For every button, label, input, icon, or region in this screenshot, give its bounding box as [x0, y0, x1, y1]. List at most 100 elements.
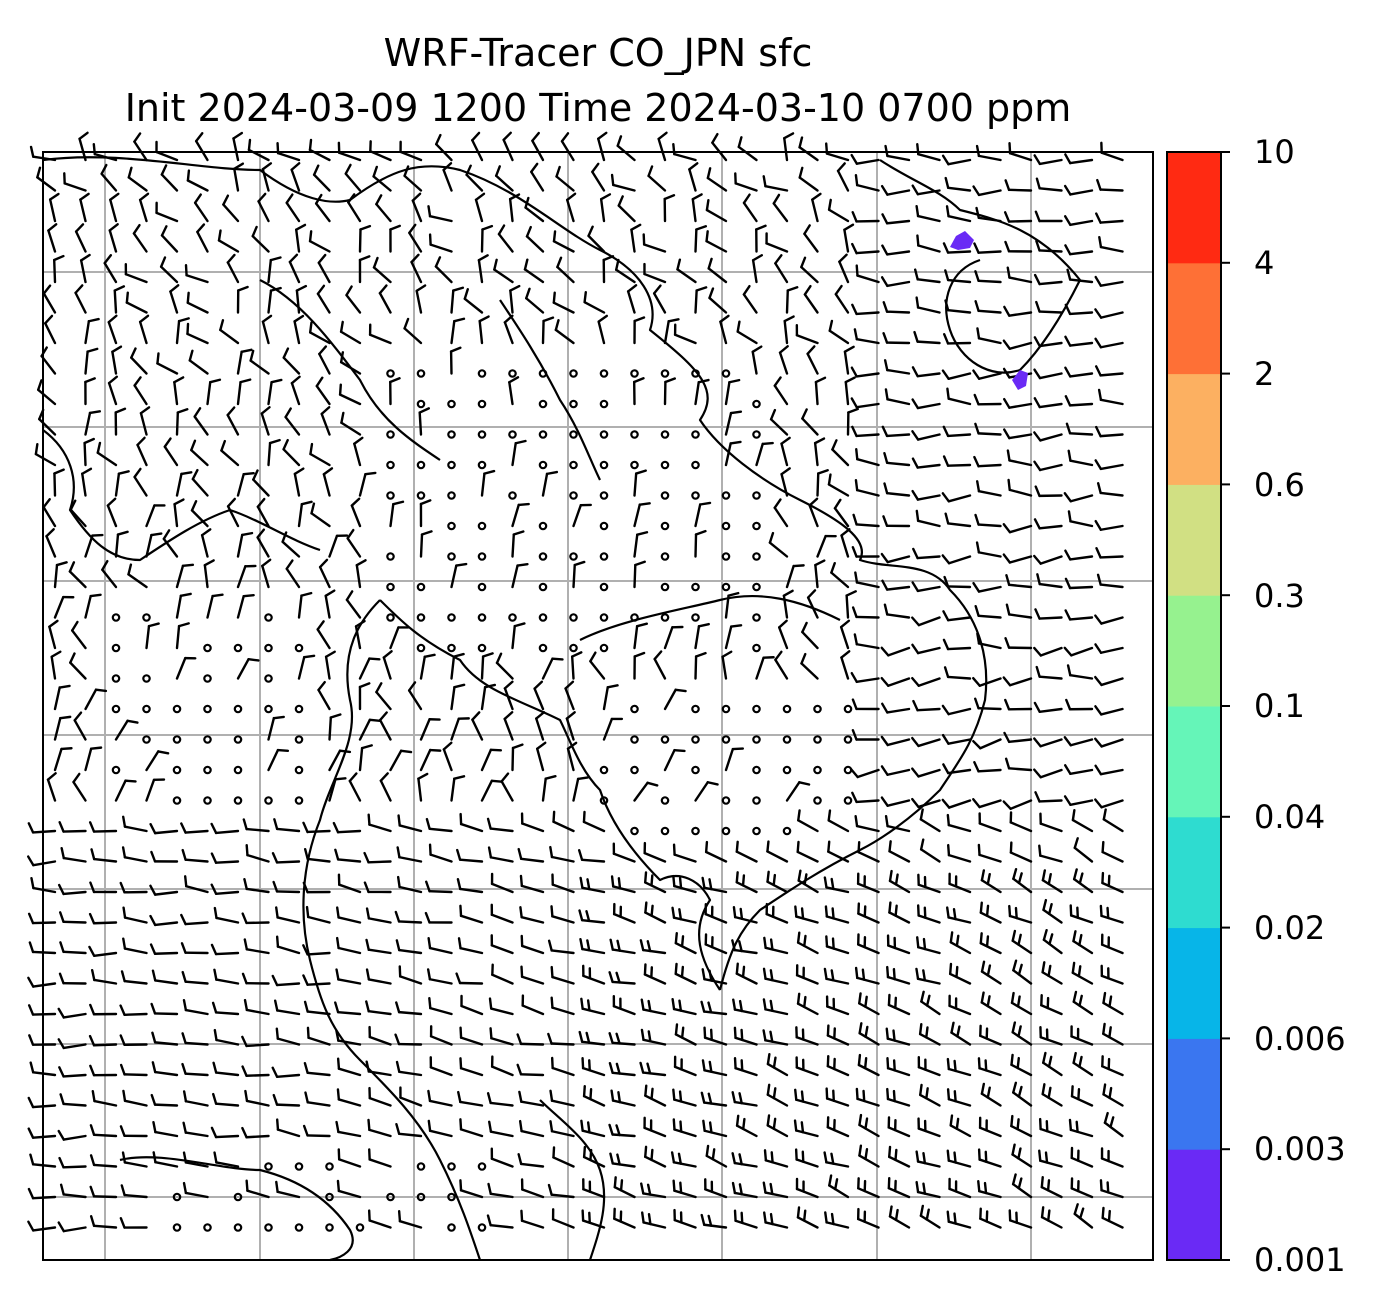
wind-barb-flag	[576, 776, 590, 781]
wind-barb-flag	[456, 878, 462, 891]
wind-barb-shaft	[184, 829, 209, 834]
wind-barb-shaft	[800, 265, 819, 284]
wind-barb-shaft	[978, 1067, 1002, 1077]
wind-barb-shaft	[114, 472, 121, 497]
wind-barb-flag	[434, 256, 442, 268]
wind-barb-flag	[520, 1209, 524, 1222]
wind-barb-flag	[585, 910, 591, 923]
calm-marker	[538, 613, 548, 622]
wind-barb-flag	[1017, 933, 1022, 946]
wind-barb-shaft	[536, 747, 545, 772]
wind-barb-shaft	[306, 1101, 331, 1107]
wind-barb-flag	[653, 650, 663, 661]
wind-barb-flag	[1094, 643, 1103, 654]
wind-barb-flag	[913, 268, 919, 281]
colorbar-segment	[1167, 373, 1221, 485]
calm-marker	[477, 1223, 487, 1232]
wind-barb-flag	[109, 192, 120, 201]
wind-barb-shaft	[267, 258, 273, 284]
wind-barb-shaft	[734, 1066, 758, 1077]
wind-barb-shaft	[459, 947, 484, 955]
wind-barb-shaft	[1099, 524, 1124, 531]
wind-barb-flag	[578, 909, 584, 922]
calm-marker	[721, 491, 731, 500]
wind-barb-flag	[678, 999, 683, 1012]
calm-marker	[691, 735, 700, 744]
wind-barb-flag	[644, 871, 648, 884]
wind-barb-shaft	[977, 768, 1002, 773]
calm-marker	[325, 1223, 334, 1232]
wind-barb-shaft	[798, 176, 819, 192]
wind-barb-flag	[610, 1089, 615, 1102]
wind-barb-shaft	[556, 265, 575, 284]
wind-barb-flag	[114, 407, 127, 414]
wind-barb-shaft	[450, 777, 456, 802]
wind-barb-shaft	[459, 1100, 484, 1107]
wind-barb-shaft	[53, 472, 57, 497]
wind-barb-flag	[977, 1148, 981, 1161]
wind-barb-shaft	[676, 268, 697, 284]
calm-marker	[752, 735, 761, 744]
wind-barb-flag	[851, 606, 858, 619]
wind-barb-flag	[288, 253, 299, 264]
wind-barb-flag	[177, 622, 190, 628]
calm-marker	[813, 735, 822, 744]
wind-barb-shaft	[673, 1065, 697, 1077]
wind-barb-shaft	[855, 337, 880, 345]
wind-barb-shaft	[46, 778, 57, 802]
wind-barb-shaft	[551, 915, 575, 924]
wind-barb-shaft	[886, 154, 911, 162]
wind-barb-flag	[394, 1033, 401, 1046]
wind-barb-flag	[830, 877, 835, 891]
wind-barb-flag	[1078, 1055, 1083, 1068]
wind-barb-flag	[490, 779, 503, 783]
wind-barb-shaft	[1073, 1212, 1094, 1229]
wind-barb-shaft	[306, 951, 331, 956]
wind-barb-shaft	[644, 1094, 667, 1107]
wind-barb-flag	[181, 1062, 187, 1075]
wind-barb-shaft	[337, 916, 362, 924]
wind-barb-shaft	[74, 291, 87, 314]
wind-barb-flag	[778, 619, 788, 629]
wind-barb-shaft	[339, 330, 362, 345]
wind-barb-flag	[1099, 1179, 1103, 1192]
wind-barb-shaft	[886, 707, 911, 714]
chart-subtitle: Init 2024-03-09 1200 Time 2024-03-10 070…	[124, 86, 1072, 130]
wind-barb-flag	[1041, 961, 1046, 974]
wind-barb-shaft	[184, 1191, 209, 1199]
wind-barb-flag	[156, 352, 160, 365]
wind-barb-flag	[831, 907, 835, 920]
wind-barb-flag	[1108, 995, 1113, 1008]
wind-barb-flag	[27, 912, 35, 925]
wind-barb-shaft	[946, 186, 972, 192]
wind-barb-shaft	[587, 234, 606, 253]
wind-barb-shaft	[345, 598, 362, 619]
calm-marker	[752, 582, 761, 592]
wind-barb-shaft	[397, 920, 423, 924]
wind-barb-shaft	[1071, 971, 1094, 985]
wind-barb-shaft	[348, 779, 362, 802]
wind-barb-flag	[403, 317, 410, 330]
wind-barb-flag	[88, 1034, 96, 1047]
wind-barb-shaft	[1069, 738, 1094, 747]
wind-barb-flag	[275, 1027, 280, 1040]
wind-barb-flag	[582, 810, 586, 824]
calm-marker	[233, 1192, 243, 1202]
wind-barb-flag	[125, 291, 129, 304]
wind-barb-shaft	[160, 234, 179, 253]
wind-barb-shaft	[261, 564, 270, 589]
wind-barb-shaft	[599, 197, 606, 223]
wind-barb-shaft	[219, 328, 240, 345]
calm-marker	[447, 1192, 456, 1202]
wind-barb-shaft	[1102, 818, 1124, 833]
wind-barb-shaft	[1070, 1187, 1094, 1199]
wind-barb-shaft	[419, 748, 432, 772]
wind-barb-flag	[737, 136, 743, 149]
wind-barb-shaft	[123, 947, 148, 955]
wind-barb-shaft	[977, 463, 1002, 468]
wind-barb-flag	[731, 1152, 736, 1165]
wind-barb-flag	[217, 229, 222, 242]
wind-barb-flag	[335, 936, 340, 950]
calm-marker	[691, 460, 700, 470]
wind-barb-flag	[136, 436, 146, 447]
